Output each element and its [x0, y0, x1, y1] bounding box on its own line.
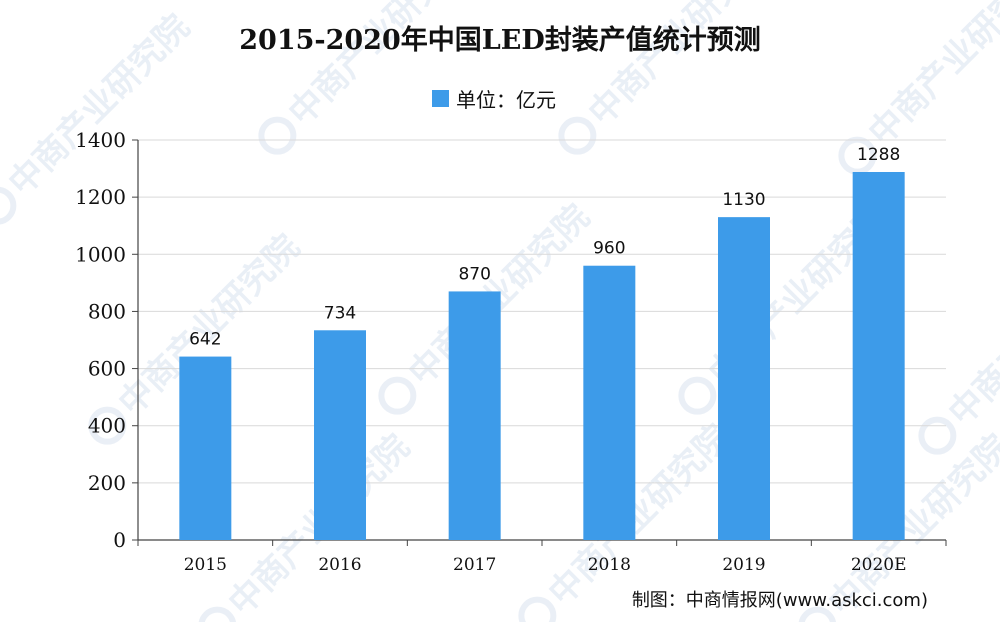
- watermark-logo-icon: [198, 606, 237, 622]
- x-tick-label: 2015: [184, 555, 227, 575]
- watermark-logo-icon: [88, 406, 127, 445]
- watermark-logo-icon: [798, 606, 837, 622]
- source-note: 制图：中商情报网(www.askci.com): [631, 590, 928, 611]
- bar: [179, 356, 232, 540]
- watermark-logo-icon: [258, 116, 297, 155]
- watermark-logo-icon: [378, 376, 417, 415]
- y-tick-label: 1000: [75, 242, 126, 266]
- y-tick-label: 0: [113, 528, 126, 552]
- bars: [179, 172, 905, 540]
- watermark-text: 中商产业研究院: [541, 417, 738, 614]
- data-label: 870: [458, 264, 490, 284]
- watermark-logo-icon: [558, 116, 597, 155]
- watermark-text: 中商产业研究院: [941, 237, 1000, 434]
- watermark-logo-icon: [0, 186, 17, 225]
- bar: [314, 330, 366, 540]
- data-label: 1288: [857, 145, 900, 165]
- legend: 单位：亿元: [432, 86, 556, 112]
- y-tick-label: 800: [88, 299, 126, 323]
- watermark-logo-icon: [518, 596, 557, 622]
- axes: 0 200 400 600 800 1000 1200 1400 2015 2016 2017 201…: [75, 128, 947, 575]
- watermark-logo-icon: [838, 136, 877, 175]
- x-tick-label: 2019: [722, 555, 765, 575]
- legend-swatch: [432, 89, 449, 107]
- data-label: 960: [593, 239, 625, 259]
- bar: [583, 265, 636, 540]
- x-tick-label: 2016: [318, 555, 361, 575]
- bar: [718, 217, 770, 540]
- bar: [448, 291, 501, 540]
- legend-label: 单位：亿元: [456, 87, 556, 112]
- y-tick-label: 600: [88, 357, 126, 381]
- data-label: 1130: [722, 190, 765, 210]
- data-labels: 642 734 870 960 1130 1288: [189, 145, 900, 350]
- y-tick-label: 400: [88, 414, 126, 438]
- bar: [852, 172, 905, 540]
- x-tick-label: 2018: [588, 555, 631, 575]
- watermark-logo-icon: [918, 416, 957, 455]
- x-tick-label: 2020E: [851, 555, 907, 575]
- chart-title: 2015-2020年中国LED封装产值统计预测: [239, 25, 761, 56]
- data-label: 734: [324, 303, 356, 323]
- y-tick-label: 1200: [75, 185, 126, 209]
- y-tick-label: 1400: [75, 128, 126, 152]
- watermark-logo-icon: [678, 376, 717, 415]
- y-tick-label: 200: [88, 471, 126, 495]
- gridlines: [138, 139, 946, 484]
- x-tick-label: 2017: [453, 555, 496, 575]
- data-label: 642: [189, 330, 221, 350]
